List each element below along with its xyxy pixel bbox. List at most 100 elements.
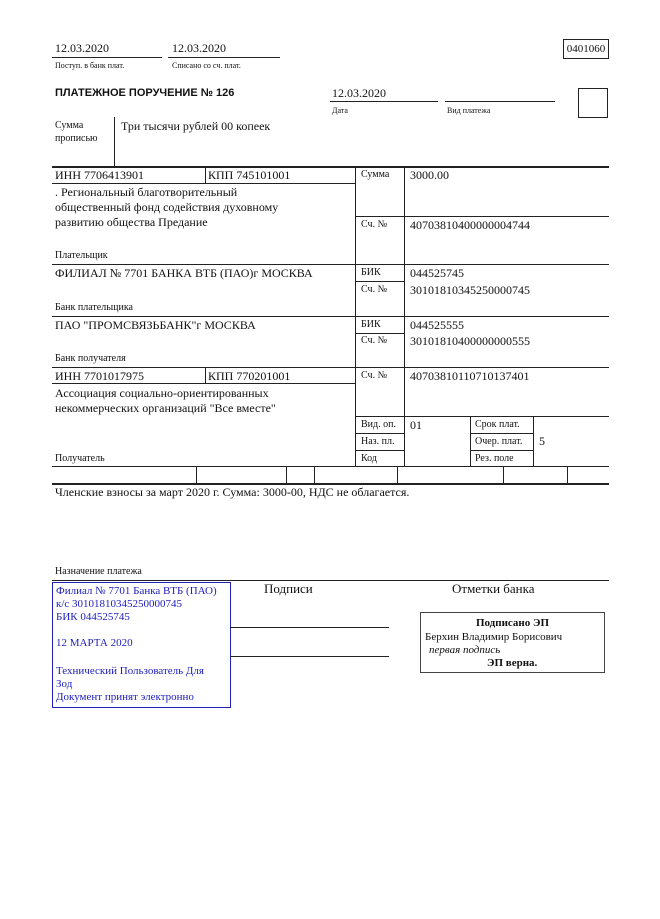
payee-account: 40703810110710137401 <box>410 369 530 383</box>
payer-bank-name: ФИЛИАЛ № 7701 БАНКА ВТБ (ПАО)г МОСКВА <box>55 266 313 280</box>
status-box <box>578 88 608 118</box>
payer-label: Плательщик <box>55 250 108 261</box>
divider <box>470 416 471 466</box>
signer-name: Берхин Владимир Борисович <box>425 631 563 643</box>
payee-bik-label: БИК <box>361 319 381 330</box>
page-title: ПЛАТЕЖНОЕ ПОРУЧЕНИЕ № 126 <box>55 87 235 99</box>
divider <box>355 333 404 334</box>
divider <box>205 367 206 383</box>
debited-label: Списано со сч. плат. <box>172 61 241 70</box>
payer-bank-label: Банк плательщика <box>55 302 133 313</box>
payer-account: 40703810400000004744 <box>410 218 530 232</box>
payee-bank-account: 30101810400000000555 <box>410 334 530 348</box>
priority: 5 <box>539 434 545 448</box>
priority-label: Очер. плат. <box>475 436 523 447</box>
amount-words-label: Сумма <box>55 120 84 131</box>
divider <box>196 466 197 483</box>
payee-account-label: Сч. № <box>361 370 388 381</box>
divider <box>355 450 404 451</box>
debited-date: 12.03.2020 <box>172 41 226 55</box>
payer-name-line: развитию общества Предание <box>55 215 208 229</box>
signer-role: первая подпись <box>429 644 501 656</box>
date-label: Дата <box>332 106 348 115</box>
payer-inn: ИНН 7706413901 <box>55 168 144 182</box>
payer-bank-account-label: Сч. № <box>361 284 388 295</box>
divider <box>470 433 533 434</box>
divider <box>330 101 438 102</box>
divider <box>114 117 115 166</box>
payer-bik-label: БИК <box>361 267 381 278</box>
divider <box>470 450 533 451</box>
purpose-code-label: Наз. пл. <box>361 436 395 447</box>
signature-line <box>230 627 389 628</box>
amount-value: 3000.00 <box>410 168 449 182</box>
payee-bik: 044525555 <box>410 318 464 332</box>
payer-kpp: КПП 745101001 <box>208 168 291 182</box>
signature-line <box>230 656 389 657</box>
reserve-label: Рез. поле <box>475 453 514 464</box>
divider <box>205 166 206 183</box>
bank-stamp: Филиал № 7701 Банка ВТБ (ПАО) к/с 301018… <box>52 582 231 708</box>
form-code: 0401060 <box>563 39 609 59</box>
stamp-line: БИК 044525745 <box>56 611 130 623</box>
payer-name-line: общественный фонд содействия духовному <box>55 200 279 214</box>
bank-marks-label: Отметки банка <box>452 581 535 596</box>
payee-name-line: Ассоциация социально-ориентированных <box>55 386 269 400</box>
divider <box>168 57 280 58</box>
op-type-label: Вид. оп. <box>361 419 396 430</box>
divider <box>52 383 355 384</box>
payee-inn: ИНН 7701017975 <box>55 369 144 383</box>
payment-type-label: Вид платежа <box>447 106 491 115</box>
stamp-line: Документ принят электронно <box>56 691 194 703</box>
divider <box>355 433 404 434</box>
divider <box>52 316 609 317</box>
payee-bank-label: Банк получателя <box>55 353 126 364</box>
divider <box>52 57 162 58</box>
divider <box>52 580 609 581</box>
divider <box>355 216 609 217</box>
payer-bank-account: 30101810345250000745 <box>410 283 530 297</box>
due-label: Срок плат. <box>475 419 520 430</box>
received-label: Поступ. в банк плат. <box>55 61 125 70</box>
amount-words: Три тысячи рублей 00 копеек <box>121 119 271 133</box>
signatures-label: Подписи <box>264 581 313 596</box>
divider <box>52 483 609 485</box>
received-date: 12.03.2020 <box>55 41 109 55</box>
divider <box>397 466 398 483</box>
stamp-line: Зод <box>56 678 73 690</box>
divider <box>52 466 609 467</box>
divider <box>52 264 609 265</box>
payer-account-label: Сч. № <box>361 219 388 230</box>
divider <box>355 281 404 282</box>
divider <box>445 101 555 102</box>
signature-verification-box: Подписано ЭП Берхин Владимир Борисович п… <box>420 612 605 673</box>
amount-label: Сумма <box>361 169 390 180</box>
payer-name-line: . Региональный благотворительный <box>55 185 238 199</box>
payee-name-line: некоммерческих организаций "Все вместе" <box>55 401 276 415</box>
divider <box>314 466 315 483</box>
payee-bank-account-label: Сч. № <box>361 335 388 346</box>
signed-label: Подписано ЭП <box>475 617 550 629</box>
divider <box>52 183 355 184</box>
divider <box>286 466 287 483</box>
payee-label: Получатель <box>55 453 105 464</box>
divider <box>567 466 568 483</box>
stamp-line: 12 МАРТА 2020 <box>56 637 133 649</box>
payee-kpp: КПП 770201001 <box>208 369 291 383</box>
divider <box>503 466 504 483</box>
purpose-text: Членские взносы за март 2020 г. Сумма: 3… <box>55 485 410 499</box>
stamp-line: Технический Пользователь Для <box>56 665 204 677</box>
payer-bik: 044525745 <box>410 266 464 280</box>
divider <box>52 166 609 168</box>
code-label: Код <box>361 453 377 464</box>
amount-words-label-2: прописью <box>55 133 98 144</box>
stamp-line: к/с 30101810345250000745 <box>56 598 183 610</box>
divider <box>533 416 534 466</box>
signature-verified: ЭП верна. <box>487 657 538 669</box>
divider <box>52 367 609 368</box>
stamp-line: Филиал № 7701 Банка ВТБ (ПАО) <box>56 585 217 597</box>
order-date: 12.03.2020 <box>332 86 386 100</box>
payee-bank-name: ПАО "ПРОМСВЯЗЬБАНК"г МОСКВА <box>55 318 256 332</box>
divider <box>355 416 609 417</box>
